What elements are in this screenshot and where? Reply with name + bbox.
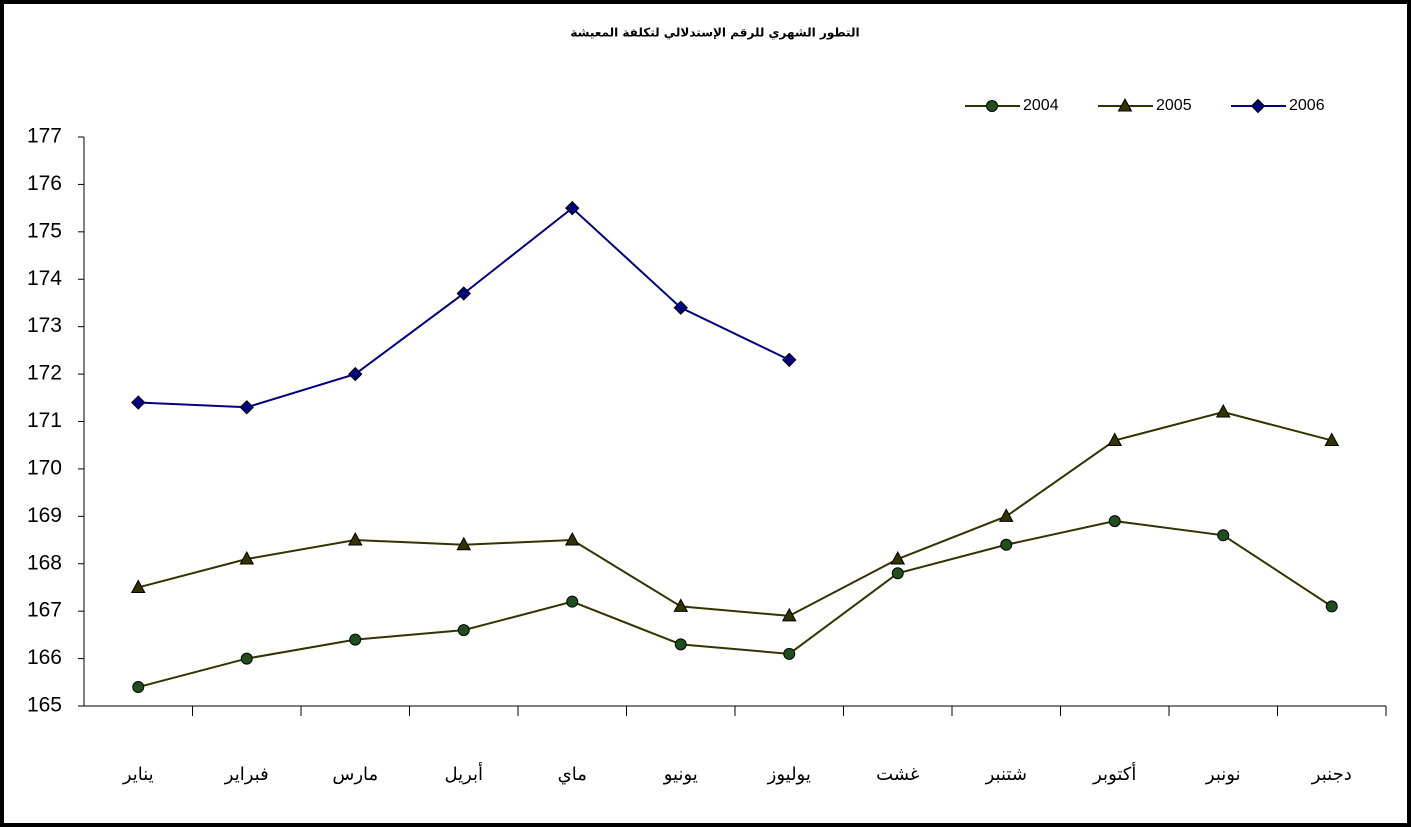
series-line xyxy=(137,520,1333,689)
data-point xyxy=(565,200,580,216)
data-point xyxy=(891,567,904,580)
y-tick-label: 174 xyxy=(27,267,62,290)
data-point xyxy=(564,531,580,546)
data-point xyxy=(674,638,687,651)
legend-marker xyxy=(1250,98,1266,114)
data-point xyxy=(1325,600,1338,613)
y-tick-label: 177 xyxy=(27,125,62,148)
data-point xyxy=(240,652,253,665)
data-point xyxy=(1324,432,1340,446)
data-point xyxy=(1000,538,1013,551)
data-point xyxy=(1108,515,1121,528)
data-point xyxy=(1217,529,1230,542)
y-tick-label: 175 xyxy=(27,219,62,242)
data-point xyxy=(781,607,797,622)
data-point xyxy=(673,598,689,612)
x-tick-label: يونيو xyxy=(663,764,698,785)
data-point xyxy=(566,595,579,608)
legend-label: 2004 xyxy=(1023,97,1059,114)
legend-label: 2006 xyxy=(1289,97,1325,114)
chart-title: التطور الشهري للرقم الإستدلالي لتكلفة ال… xyxy=(570,26,859,41)
data-point xyxy=(347,531,363,546)
data-point xyxy=(239,550,255,565)
x-tick-label: أبريل xyxy=(444,762,483,785)
y-tick-label: 170 xyxy=(27,456,62,479)
data-point xyxy=(349,633,362,646)
x-tick-label: ماي xyxy=(558,764,587,785)
data-point xyxy=(239,400,254,415)
data-point xyxy=(890,550,906,565)
x-tick-label: شتنبر xyxy=(985,764,1027,785)
legend-label: 2005 xyxy=(1156,97,1192,114)
legend-marker xyxy=(1117,97,1133,112)
y-tick-label: 172 xyxy=(27,362,62,385)
data-point xyxy=(348,366,363,382)
x-tick-label: نونبر xyxy=(1205,764,1241,785)
y-tick-label: 176 xyxy=(27,172,62,195)
data-point xyxy=(131,395,146,410)
data-point xyxy=(456,286,471,301)
data-point xyxy=(1215,403,1231,418)
data-point xyxy=(132,681,145,694)
data-point xyxy=(998,508,1014,522)
y-tick-label: 167 xyxy=(27,599,62,622)
data-point xyxy=(457,624,470,637)
data-point xyxy=(782,352,797,368)
x-tick-label: فبراير xyxy=(224,764,269,785)
y-tick-label: 169 xyxy=(27,504,62,527)
y-tick-label: 171 xyxy=(27,409,62,432)
x-tick-label: غشت xyxy=(876,764,919,785)
data-point xyxy=(130,579,146,593)
x-tick-label: مارس xyxy=(332,764,378,785)
x-tick-label: أكتوبر xyxy=(1092,762,1136,785)
x-tick-label: يناير xyxy=(122,764,154,785)
data-point xyxy=(1107,432,1123,446)
x-tick-label: يوليوز xyxy=(767,764,811,785)
data-point xyxy=(673,300,688,315)
data-point xyxy=(456,536,472,551)
x-tick-label: دجنبر xyxy=(1311,764,1352,785)
y-tick-label: 173 xyxy=(27,314,62,337)
y-tick-label: 165 xyxy=(27,694,62,717)
series-line xyxy=(137,410,1333,617)
data-point xyxy=(783,647,796,660)
y-tick-label: 166 xyxy=(27,646,62,669)
legend-marker xyxy=(986,100,998,112)
y-tick-label: 168 xyxy=(27,551,62,574)
